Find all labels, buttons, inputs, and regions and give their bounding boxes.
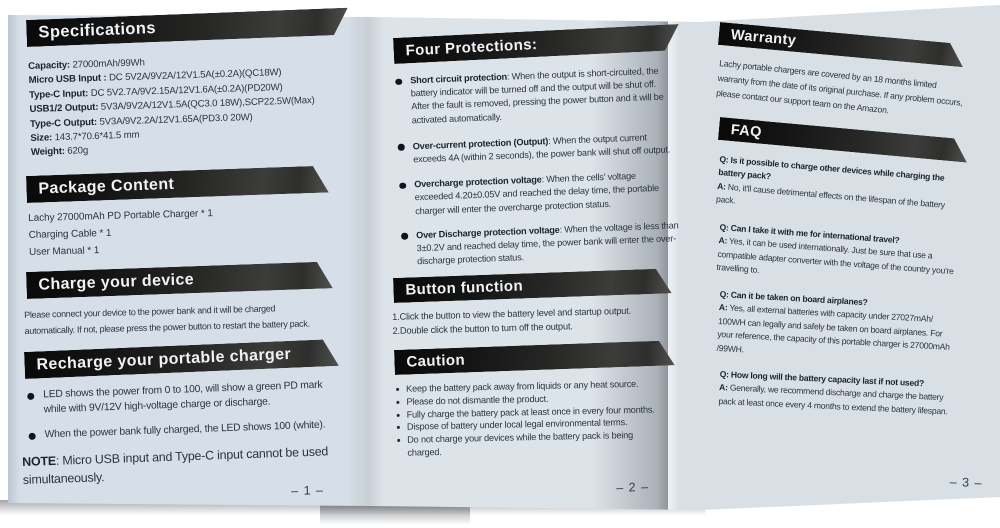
specifications-list: Capacity: 27000mAh/99Wh Micro USB Input … [28, 49, 373, 161]
manual-page-2: Four Protections: Short circuit protecti… [378, 18, 696, 518]
section-title: Package Content [38, 175, 175, 197]
bullet-dot-icon [396, 388, 400, 392]
faq-item: Q: Can it be taken on board airplanes? A… [716, 288, 999, 371]
package-content-list: Lachy 27000mAh PD Portable Charger * 1 C… [28, 201, 371, 261]
faq-item: Q: How long will the battery capacity la… [718, 368, 1000, 421]
bullet-dot-icon [395, 78, 402, 85]
section-title: Button function [405, 277, 524, 300]
note-paragraph: NOTE: Micro USB input and Type-C input c… [22, 441, 371, 488]
bullet-dot-icon [396, 413, 400, 417]
section-header-specifications: Specifications [26, 8, 349, 47]
section-title: Recharge your portable charger [36, 345, 292, 373]
caution-list: Keep the battery pack away from liquids … [394, 377, 698, 460]
bullet-dot-icon [28, 432, 36, 440]
bullet-dot-icon [397, 439, 401, 443]
section-title: FAQ [730, 121, 763, 141]
section-header-charge-your-device: Charge your device [26, 261, 333, 299]
bullet-dot-icon [399, 182, 406, 190]
bullet-dot-icon [401, 232, 408, 240]
section-title: Specifications [38, 19, 157, 42]
manual-page-1: Specifications Capacity: 27000mAh/99Wh M… [8, 14, 370, 514]
bullet-dot-icon [396, 426, 400, 430]
page-number: – 2 – [616, 479, 650, 495]
warranty-paragraph: Lachy portable chargers are covered by a… [715, 56, 998, 129]
protections-list: Short circuit protection: When the outpu… [394, 63, 703, 269]
paper-bottom-shadow-dark [320, 503, 470, 527]
charge-device-paragraph: Please connect your device to the power … [24, 299, 371, 339]
section-header-caution: Caution [394, 341, 675, 376]
text-line: When the power bank fully charged, the L… [44, 419, 326, 441]
manual-page-3: Warranty Lachy portable chargers are cov… [700, 8, 1000, 518]
faq-item: Q: Can I take it with me for internation… [716, 221, 999, 295]
section-header-package-content: Package Content [26, 165, 329, 203]
protection-item: Over-current protection (Output): When t… [397, 129, 700, 167]
section-title: Caution [406, 351, 466, 372]
page-number: – 1 – [291, 483, 325, 498]
bullet-item: When the power bank fully charged, the L… [27, 417, 371, 444]
bullet-dot-icon [396, 401, 400, 405]
section-header-recharge: Recharge your portable charger [24, 339, 339, 379]
button-function-list: 1.Click the button to view the battery l… [392, 303, 697, 338]
faq-item: Q: Is it possible to charge other device… [716, 153, 1000, 230]
section-title: Charge your device [38, 270, 195, 293]
bullet-dot-icon [397, 143, 405, 151]
protection-item: Short circuit protection: When the outpu… [394, 63, 698, 127]
section-title: Warranty [730, 26, 797, 49]
section-header-button-function: Button function [393, 269, 672, 304]
bullet-item: LED shows the power from 0 to 100, will … [26, 377, 371, 418]
caution-item: Do not charge your devices while the bat… [395, 428, 697, 460]
bullet-dot-icon [27, 392, 35, 400]
section-title: Four Protections: [405, 35, 538, 59]
section-header-four-protections: Four Protections: [393, 24, 680, 64]
protection-item: Over Discharge protection voltage: When … [400, 218, 703, 269]
recharge-bullet-list: LED shows the power from 0 to 100, will … [26, 377, 372, 444]
protection-item: Overcharge protection voltage: When the … [398, 168, 701, 219]
page-number: – 3 – [949, 475, 983, 491]
